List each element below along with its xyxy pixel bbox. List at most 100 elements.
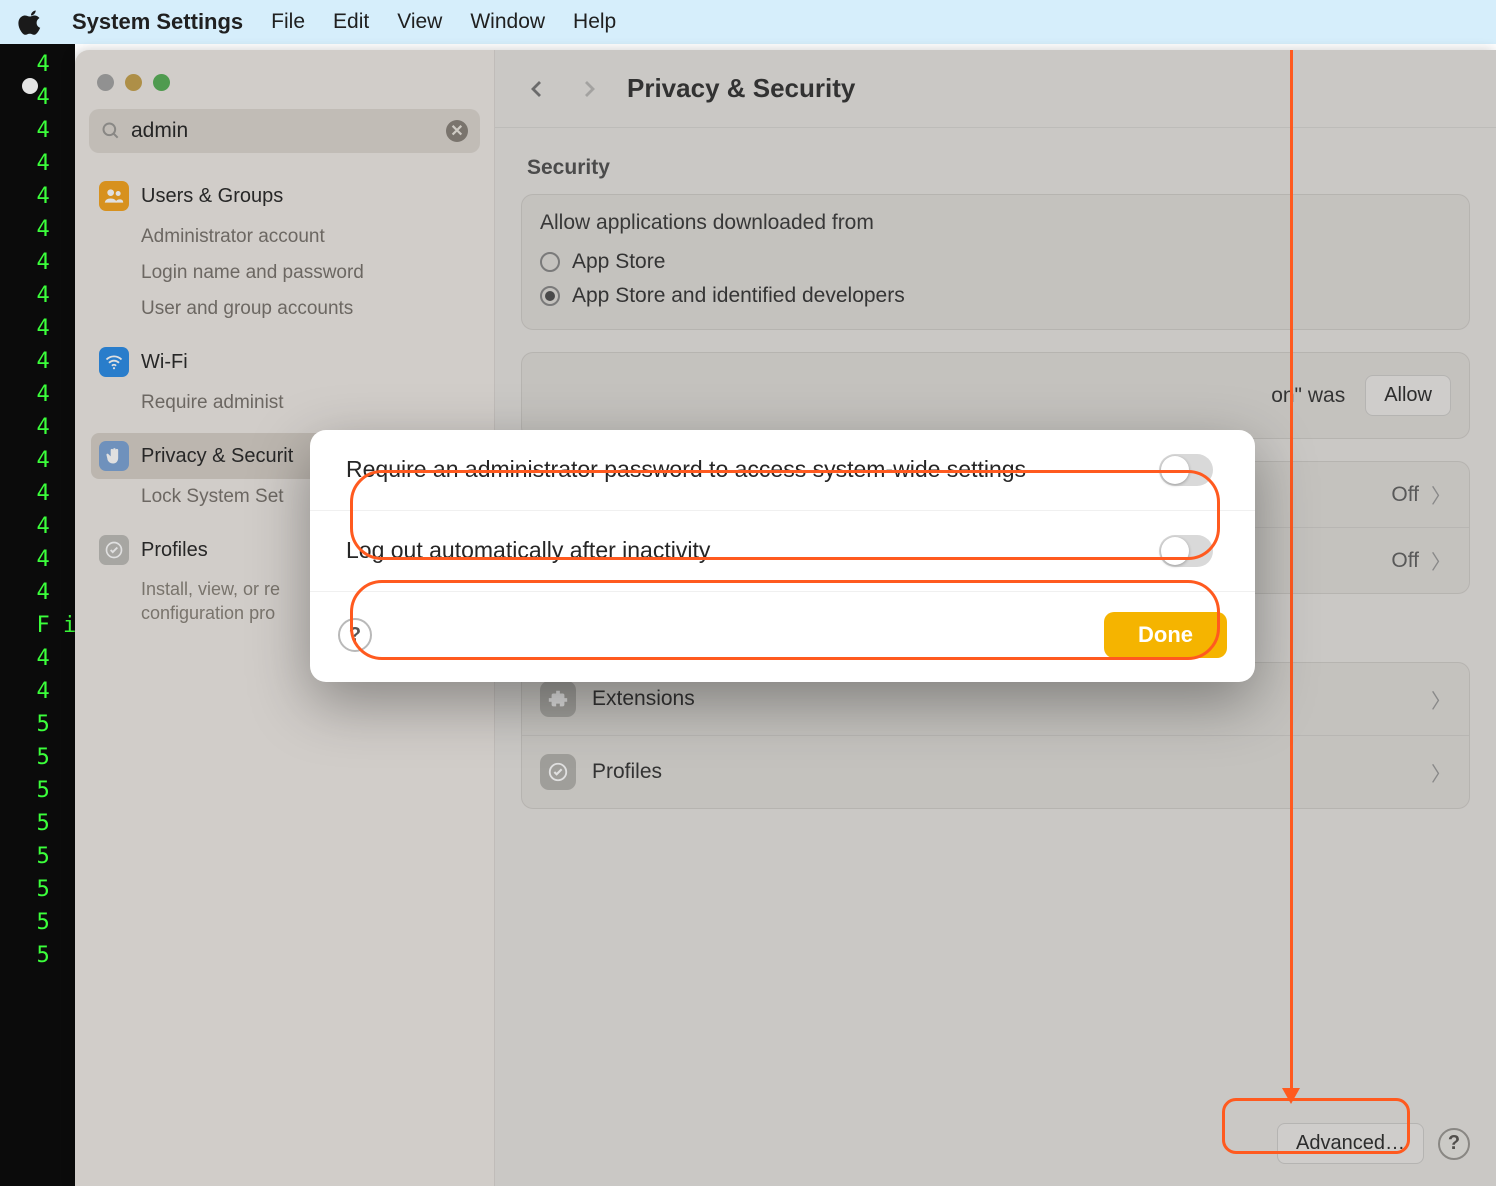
terminal-line: 4: [10, 378, 69, 411]
menu-window[interactable]: Window: [470, 10, 545, 34]
menu-view[interactable]: View: [397, 10, 442, 34]
menubar: System Settings File Edit View Window He…: [0, 0, 1496, 44]
apple-menu-icon[interactable]: [18, 9, 44, 35]
sidebar-item-wifi[interactable]: Wi-Fi: [91, 339, 478, 385]
sheet-row-label: Require an administrator password to acc…: [346, 454, 1026, 485]
extensions-icon: [540, 681, 576, 717]
terminal-line: 5: [10, 939, 69, 972]
terminal-line: 4: [10, 81, 69, 114]
terminal-line: 5: [10, 840, 69, 873]
sidebar-search-input[interactable]: [131, 119, 436, 143]
chevron-right-icon: 〉: [1431, 480, 1451, 509]
blocked-app-card: on" was Allow: [521, 352, 1470, 439]
terminal-line: 5: [10, 741, 69, 774]
menu-edit[interactable]: Edit: [333, 10, 369, 34]
sidebar-sub-login-name[interactable]: Login name and password: [91, 255, 478, 291]
allow-anyway-button[interactable]: Allow: [1365, 375, 1451, 416]
sidebar-sub-user-accounts[interactable]: User and group accounts: [91, 291, 478, 327]
terminal-line: 4: [10, 180, 69, 213]
terminal-line: 4: [10, 246, 69, 279]
sheet-help-icon[interactable]: ?: [338, 618, 372, 652]
menubar-app-name[interactable]: System Settings: [72, 9, 243, 35]
auto-logout-toggle[interactable]: [1159, 535, 1213, 567]
allow-apps-title: Allow applications downloaded from: [540, 211, 1451, 235]
terminal-line: 4: [10, 477, 69, 510]
terminal-line: 4: [10, 576, 69, 609]
background-terminal: 4 4 4 4 4 4 4 4 4 4 4 4 4 4 4 4 4 F i 4 …: [0, 44, 75, 1186]
terminal-line: 5: [10, 774, 69, 807]
radio-label: App Store and identified developers: [572, 284, 905, 308]
wifi-icon: [99, 347, 129, 377]
window-close-button[interactable]: [97, 74, 114, 91]
sidebar-group-users: Users & Groups Administrator account Log…: [75, 165, 494, 331]
advanced-sheet: Require an administrator password to acc…: [310, 430, 1255, 682]
others-list: Extensions 〉 Profiles 〉: [521, 662, 1470, 809]
terminal-line: 4: [10, 48, 69, 81]
terminal-line: 4: [10, 147, 69, 180]
root: System Settings File Edit View Window He…: [0, 0, 1496, 1186]
page-title: Privacy & Security: [627, 73, 855, 104]
window-traffic-lights: [75, 62, 494, 109]
terminal-line: 5: [10, 906, 69, 939]
row-value: Off: [1391, 483, 1419, 507]
terminal-line: 4: [10, 411, 69, 444]
nav-forward-button[interactable]: [575, 75, 603, 103]
menu-file[interactable]: File: [271, 10, 305, 34]
sheet-row-label: Log out automatically after inactivity: [346, 535, 710, 566]
allow-apps-option-appstore[interactable]: App Store: [540, 245, 1451, 279]
blocked-app-text: on" was: [540, 384, 1365, 408]
radio-icon: [540, 252, 560, 272]
sidebar-search[interactable]: ✕: [89, 109, 480, 153]
content-header: Privacy & Security: [495, 50, 1496, 128]
profiles-icon: [99, 535, 129, 565]
terminal-line: 4: [10, 642, 69, 675]
terminal-line: 4: [10, 510, 69, 543]
help-icon[interactable]: ?: [1438, 1128, 1470, 1160]
sheet-row-auto-logout: Log out automatically after inactivity: [310, 511, 1255, 592]
sidebar-item-users-groups[interactable]: Users & Groups: [91, 173, 478, 219]
users-icon: [99, 181, 129, 211]
content-footer: Advanced… ?: [1277, 1123, 1470, 1164]
terminal-line: 4: [10, 345, 69, 378]
terminal-line: 4: [10, 114, 69, 147]
search-icon: [101, 121, 121, 141]
row-label: Profiles: [592, 760, 662, 784]
window-zoom-button[interactable]: [153, 74, 170, 91]
allow-apps-card: Allow applications downloaded from App S…: [521, 194, 1470, 330]
menu-help[interactable]: Help: [573, 10, 616, 34]
section-security-label: Security: [527, 156, 1470, 180]
sheet-done-button[interactable]: Done: [1104, 612, 1227, 658]
terminal-line: 4: [10, 279, 69, 312]
chevron-right-icon: 〉: [1431, 758, 1451, 787]
sidebar-item-label: Users & Groups: [141, 185, 283, 208]
search-clear-icon[interactable]: ✕: [446, 120, 468, 142]
profiles-row-icon: [540, 754, 576, 790]
sidebar-group-wifi: Wi-Fi Require administ: [75, 331, 494, 425]
sidebar-item-label: Wi-Fi: [141, 351, 188, 374]
sidebar-sub-require-admin[interactable]: Require administ: [91, 385, 478, 421]
terminal-line: 5: [10, 873, 69, 906]
terminal-line: F i: [10, 609, 69, 642]
others-profiles-row[interactable]: Profiles 〉: [522, 736, 1469, 808]
sidebar-item-label: Profiles: [141, 539, 208, 562]
terminal-line: 5: [10, 708, 69, 741]
sidebar-item-label: Privacy & Securit: [141, 445, 293, 468]
terminal-line: 4: [10, 213, 69, 246]
sidebar-sub-admin-account[interactable]: Administrator account: [91, 219, 478, 255]
terminal-line: 4: [10, 543, 69, 576]
row-label: Extensions: [592, 687, 695, 711]
terminal-line: 4: [10, 675, 69, 708]
sheet-footer: ? Done: [310, 592, 1255, 682]
row-value: Off: [1391, 549, 1419, 573]
terminal-line: 4: [10, 312, 69, 345]
nav-back-button[interactable]: [523, 75, 551, 103]
chevron-right-icon: 〉: [1431, 685, 1451, 714]
window-minimize-button[interactable]: [125, 74, 142, 91]
sheet-row-admin-password: Require an administrator password to acc…: [310, 430, 1255, 511]
chevron-right-icon: 〉: [1431, 546, 1451, 575]
admin-password-toggle[interactable]: [1159, 454, 1213, 486]
terminal-line: 5: [10, 807, 69, 840]
hand-privacy-icon: [99, 441, 129, 471]
allow-apps-option-identified[interactable]: App Store and identified developers: [540, 279, 1451, 313]
advanced-button[interactable]: Advanced…: [1277, 1123, 1424, 1164]
